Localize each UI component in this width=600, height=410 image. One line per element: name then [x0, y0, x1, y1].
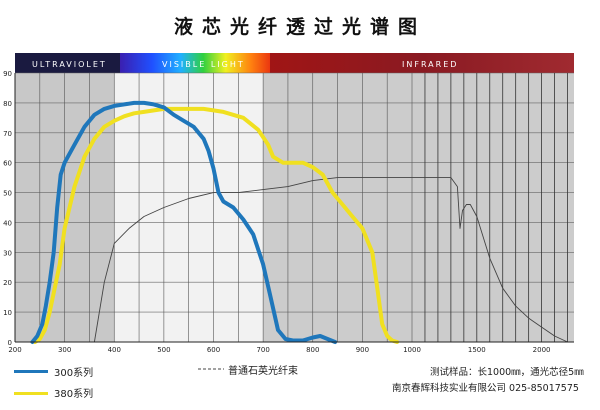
company-info: 南京春辉科技实业有限公司 025-85017575: [392, 383, 579, 394]
x-tick-label: 700: [256, 346, 269, 354]
series-layer: [30, 100, 568, 344]
band-label-infrared: INFRARED: [402, 60, 458, 69]
band-label-visible: VISIBLE LIGHT: [162, 60, 245, 69]
band-header-ir: [270, 53, 574, 73]
x-tick-label: 500: [157, 346, 170, 354]
x-tick-label: 400: [108, 346, 121, 354]
grid: [15, 72, 574, 343]
y-tick-label: 30: [3, 249, 12, 257]
x-tick-label: 200: [8, 346, 21, 354]
legend-label-300: 300系列: [54, 368, 94, 379]
test-sample-note: 测试样品：长1000㎜，通光芯径5㎜: [430, 367, 584, 378]
y-tick-label: 90: [3, 70, 12, 78]
y-tick-label: 0: [8, 339, 12, 347]
x-tick-label: 300: [58, 346, 71, 354]
x-tick-label: 2000: [533, 346, 551, 354]
band-header-uv: [15, 53, 130, 73]
legend-swatch-300: [14, 370, 48, 373]
y-tick-label: 10: [3, 309, 12, 317]
legend-label-quartz: 普通石英光纤束: [228, 366, 298, 377]
series-line-quartz: [93, 177, 568, 343]
y-tick-label: 80: [3, 100, 12, 108]
band-label-ultraviolet: ULTRAVIOLET: [32, 60, 107, 69]
y-tick-label: 60: [3, 160, 12, 168]
legend-swatch-quartz: [198, 368, 224, 370]
ir-band: [263, 73, 574, 342]
band-header-visible: [120, 53, 280, 73]
x-tick-label: 600: [207, 346, 220, 354]
x-tick-label: 800: [306, 346, 319, 354]
y-tick-label: 70: [3, 130, 12, 138]
series-line-380: [32, 106, 400, 344]
x-tick-label: 1000: [403, 346, 421, 354]
chart-title: 液芯光纤透过光谱图: [173, 16, 426, 38]
y-tick-label: 40: [3, 219, 12, 227]
y-tick-label: 20: [3, 279, 12, 287]
x-tick-label: 900: [356, 346, 369, 354]
x-tick-label: 1500: [468, 346, 486, 354]
y-tick-label: 50: [3, 190, 12, 198]
legend-label-380: 380系列: [54, 389, 94, 400]
axes: 0 10 20 30 40 50 60 70 80 90 200 300 400 500 600 700 800…: [3, 70, 574, 354]
series-line-300: [30, 100, 338, 344]
legend-swatch-380: [14, 392, 48, 395]
